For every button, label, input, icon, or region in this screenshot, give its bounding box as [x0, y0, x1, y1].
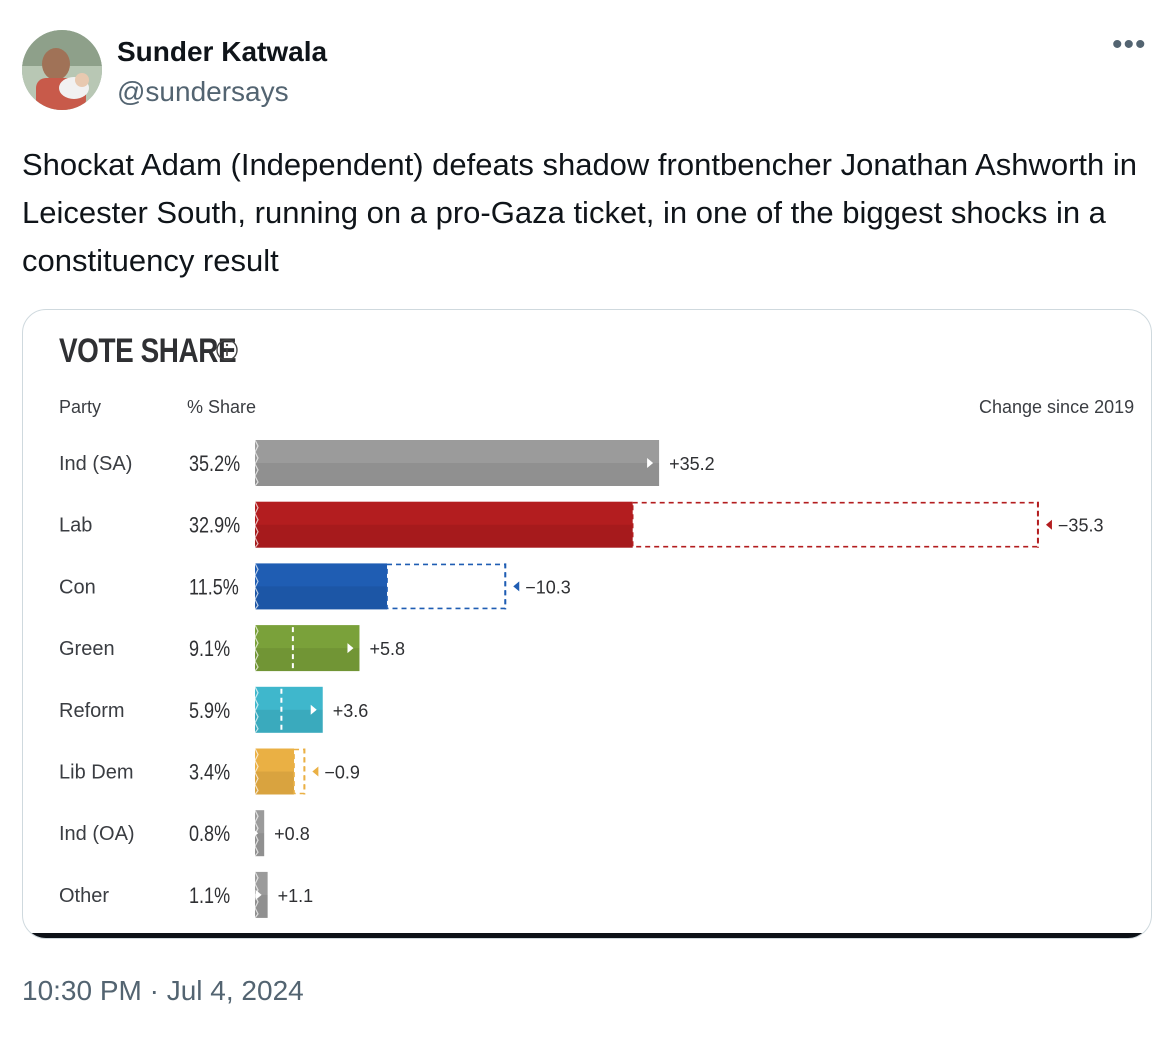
column-header-change: Change since 2019: [979, 397, 1135, 417]
bar-edge: [254, 501, 259, 549]
bar: [255, 625, 360, 672]
party-label: Lab: [59, 515, 92, 537]
party-label: Lib Dem: [59, 762, 133, 784]
change-label: +3.6: [333, 701, 369, 721]
bar: [255, 810, 265, 857]
bar-shade: [255, 833, 265, 857]
change-arrow: [252, 828, 259, 839]
change-label: +1.1: [278, 886, 314, 906]
more-icon[interactable]: •••: [1112, 28, 1147, 61]
share-label: 32.9%: [189, 514, 240, 538]
change-arrow: [513, 581, 520, 592]
author-handle[interactable]: @sundersays: [117, 76, 289, 107]
bar-shade: [255, 586, 388, 610]
avatar-image: [22, 30, 102, 110]
tweet-text: Shockat Adam (Independent) defeats shado…: [22, 147, 1138, 278]
party-label: Con: [59, 576, 96, 598]
avatar[interactable]: [22, 30, 102, 110]
bar-shade: [255, 648, 360, 672]
info-icon[interactable]: [215, 338, 239, 362]
change-label: −10.3: [525, 577, 571, 597]
change-arrow: [312, 766, 319, 777]
share-label: 11.5%: [189, 576, 239, 600]
party-label: Other: [59, 885, 109, 907]
tweet-timestamp[interactable]: 10:30 PM · Jul 4, 2024: [22, 975, 304, 1006]
bar-edge: [254, 871, 259, 919]
share-label: 9.1%: [189, 638, 230, 662]
change-label: +35.2: [669, 454, 715, 474]
bar-shade: [255, 463, 660, 486]
bar-shade: [255, 771, 295, 795]
column-header-share: % Share: [187, 397, 257, 417]
change-label: −35.3: [1058, 516, 1104, 536]
bar: [255, 440, 660, 486]
previous-share-outline: [386, 563, 507, 610]
change-arrow: [347, 643, 354, 654]
share-label: 35.2%: [189, 452, 240, 476]
bar-shade: [255, 894, 268, 918]
vote-share-chart: Ind (SA) 35.2% +35.2 Lab 32.9% −35.3 Con 11.5% −…: [59, 439, 1104, 919]
bar-edge: [254, 624, 259, 672]
party-label: Ind (SA): [59, 453, 132, 475]
change-label: −0.9: [324, 763, 360, 783]
chart-title: VOTE SHARE: [59, 332, 237, 370]
bar-edge: [254, 563, 259, 610]
share-label: 0.8%: [189, 823, 230, 847]
vote-share-card[interactable]: VOTE SHARE Party % Share Change since 20…: [22, 309, 1152, 939]
bar-edge: [254, 439, 259, 487]
previous-share-outline: [631, 501, 1039, 548]
share-label: 5.9%: [189, 699, 230, 723]
author-name[interactable]: Sunder Katwala: [117, 36, 328, 67]
previous-share-outline: [293, 748, 306, 795]
change-arrow: [1045, 519, 1052, 530]
share-label: 1.1%: [189, 884, 230, 908]
change-label: +5.8: [369, 639, 405, 659]
party-label: Green: [59, 638, 115, 660]
bar-edge: [254, 748, 259, 795]
bar: [255, 501, 633, 548]
change-label: +0.8: [274, 824, 310, 844]
change-arrow: [310, 704, 317, 715]
column-header-party: Party: [59, 397, 102, 417]
change-arrow: [255, 889, 262, 900]
party-label: Ind (OA): [59, 823, 135, 845]
bar-shade: [255, 709, 323, 733]
change-arrow: [647, 458, 654, 468]
party-label: Reform: [59, 700, 125, 722]
card-bottom-bar: [23, 933, 1151, 938]
share-label: 3.4%: [189, 761, 230, 785]
bar: [255, 563, 388, 610]
bar-shade: [255, 524, 633, 548]
bar-edge: [254, 686, 259, 734]
bar: [255, 748, 295, 795]
